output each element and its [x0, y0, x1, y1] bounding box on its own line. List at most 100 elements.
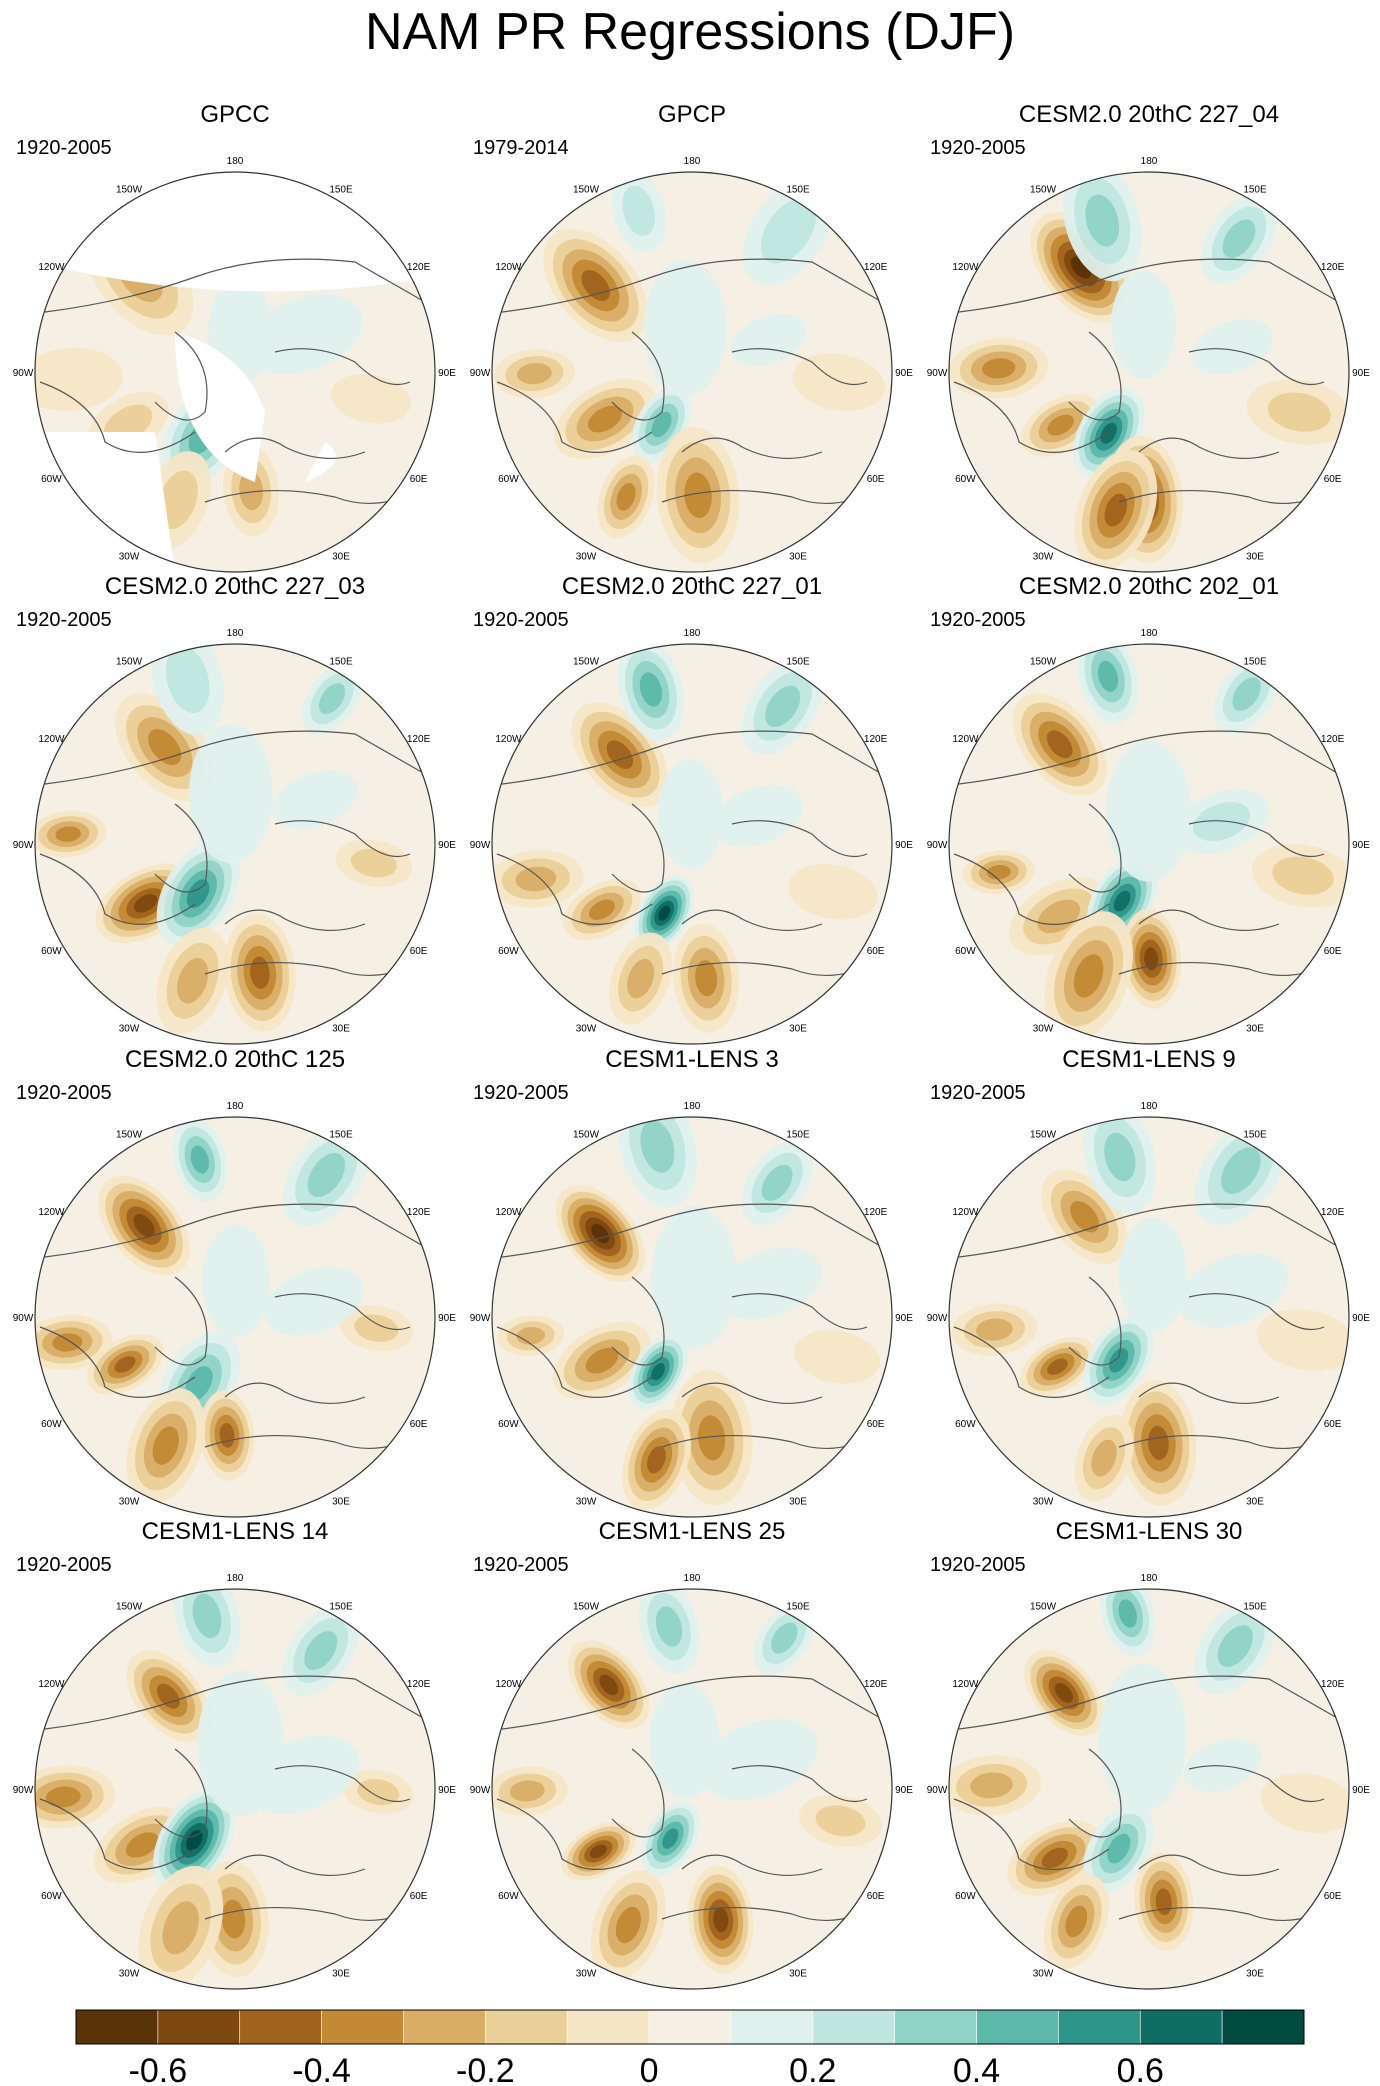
panel-title: CESM2.0 20thC 202_01: [1018, 573, 1280, 600]
longitude-label: 60E: [867, 1891, 885, 1902]
longitude-label: 150E: [786, 1601, 810, 1612]
coastline: [1138, 909, 1280, 931]
coastline: [681, 437, 823, 459]
longitude-label: 120E: [407, 262, 431, 273]
longitude-label: 30E: [789, 1969, 807, 1980]
longitude-label: 30W: [576, 1969, 597, 1980]
coastline: [1068, 1276, 1122, 1366]
contour-blob: [1222, 219, 1256, 259]
coastline: [1138, 437, 1280, 459]
contour-blob: [1192, 319, 1273, 375]
longitude-label: 30E: [789, 1024, 807, 1035]
polar-map: 180150E120E90E60E30E030W60W90W120W150W: [13, 628, 456, 1045]
contour-blob: [192, 1593, 222, 1639]
longitude-label: 120W: [952, 734, 979, 745]
contour-blob: [657, 758, 724, 870]
longitude-label: 60W: [41, 946, 62, 957]
coastline: [39, 853, 196, 925]
longitude-label: 150E: [1243, 1601, 1267, 1612]
coastline: [681, 909, 823, 931]
longitude-label: 30W: [119, 1497, 140, 1508]
polar-map: 180150E120E90E60E30E030W60W90W120W150W: [927, 1101, 1370, 1518]
longitude-label: 60W: [41, 1891, 62, 1902]
longitude-label: 60W: [41, 1419, 62, 1430]
coastline: [224, 1854, 366, 1876]
contour-blob: [516, 1327, 546, 1345]
longitude-label: 150E: [786, 184, 810, 195]
contour-blob: [1221, 1147, 1261, 1194]
longitude-label: 120W: [38, 1207, 65, 1218]
longitude-label: 90E: [438, 1313, 456, 1324]
longitude-label: 150W: [1030, 1601, 1057, 1612]
longitude-label: 150W: [116, 184, 143, 195]
longitude-label: 120W: [952, 1207, 979, 1218]
contour-blob: [649, 1682, 720, 1799]
contour-blob: [1047, 1358, 1068, 1375]
contour-field: [492, 644, 892, 1044]
contour-blob: [55, 826, 81, 842]
longitude-label: 120E: [1321, 262, 1345, 273]
contour-blob: [1107, 1833, 1131, 1864]
panel-period: 1920-2005: [930, 1554, 1026, 1576]
contour-blob: [976, 1318, 1013, 1341]
contour-blob: [1267, 392, 1331, 432]
contour-blob: [156, 1683, 180, 1709]
map-panel: 180150E120E90E60E30E030W60W90W120W150WCE…: [6, 1045, 464, 1519]
longitude-label: 90W: [470, 1313, 491, 1324]
contour-blob: [509, 1780, 545, 1802]
longitude-label: 180: [1141, 1573, 1158, 1584]
panel-period: 1920-2005: [473, 1554, 569, 1576]
coastline: [501, 258, 883, 313]
coastline: [44, 1203, 426, 1258]
longitude-label: 90E: [1352, 840, 1370, 851]
coastline: [496, 1798, 653, 1870]
longitude-label: 150E: [329, 1601, 353, 1612]
contour-blob: [1091, 1439, 1117, 1477]
coastline: [44, 730, 426, 785]
contour-blob: [1118, 1217, 1188, 1332]
polar-map: 180150E120E90E60E30E030W60W90W120W150W: [13, 156, 456, 573]
contour-blob: [1217, 1625, 1253, 1667]
map-panel: 180150E120E90E60E30E030W60W90W120W150WCE…: [920, 572, 1378, 1046]
contour-blob: [588, 899, 616, 921]
longitude-label: 150E: [786, 1129, 810, 1140]
coastline: [501, 1203, 883, 1258]
contour-blob: [717, 1247, 822, 1320]
contour-blob: [162, 1901, 199, 1955]
contour-blob: [647, 1446, 666, 1474]
coastline: [958, 258, 1340, 313]
missing-data: [35, 172, 435, 292]
longitude-label: 30W: [1033, 552, 1054, 563]
contour-blob: [1110, 270, 1177, 379]
coastline: [496, 1326, 653, 1398]
coastline: [154, 331, 208, 421]
longitude-label: 30W: [1033, 1969, 1054, 1980]
longitude-label: 30E: [332, 1024, 350, 1035]
contour-blob: [35, 347, 123, 412]
coastline: [1138, 1382, 1280, 1404]
contour-blob: [792, 353, 885, 412]
longitude-label: 90E: [895, 1313, 913, 1324]
longitude-label: 60E: [867, 1419, 885, 1430]
contour-field: [949, 1117, 1349, 1517]
contour-blob: [627, 958, 655, 999]
contour-blob: [697, 1415, 726, 1461]
contour-field: [35, 172, 435, 572]
longitude-label: 150W: [1030, 184, 1057, 195]
longitude-label: 90E: [1352, 1313, 1370, 1324]
map-panel: 180150E120E90E60E30E030W60W90W120W150WCE…: [920, 1045, 1378, 1519]
contour-field: [492, 1117, 892, 1517]
contour-field: [35, 644, 435, 1044]
longitude-label: 60E: [410, 946, 428, 957]
longitude-label: 60W: [498, 946, 519, 957]
longitude-label: 60W: [41, 474, 62, 485]
contour-blob: [788, 864, 878, 920]
contour-blob: [1097, 660, 1119, 692]
contour-blob: [765, 685, 801, 728]
contour-blob: [202, 1224, 270, 1337]
contour-field: [949, 644, 1349, 1044]
contour-blob: [982, 358, 1016, 379]
contour-blob: [245, 294, 363, 375]
longitude-label: 120W: [38, 1679, 65, 1690]
contour-blob: [644, 259, 727, 397]
